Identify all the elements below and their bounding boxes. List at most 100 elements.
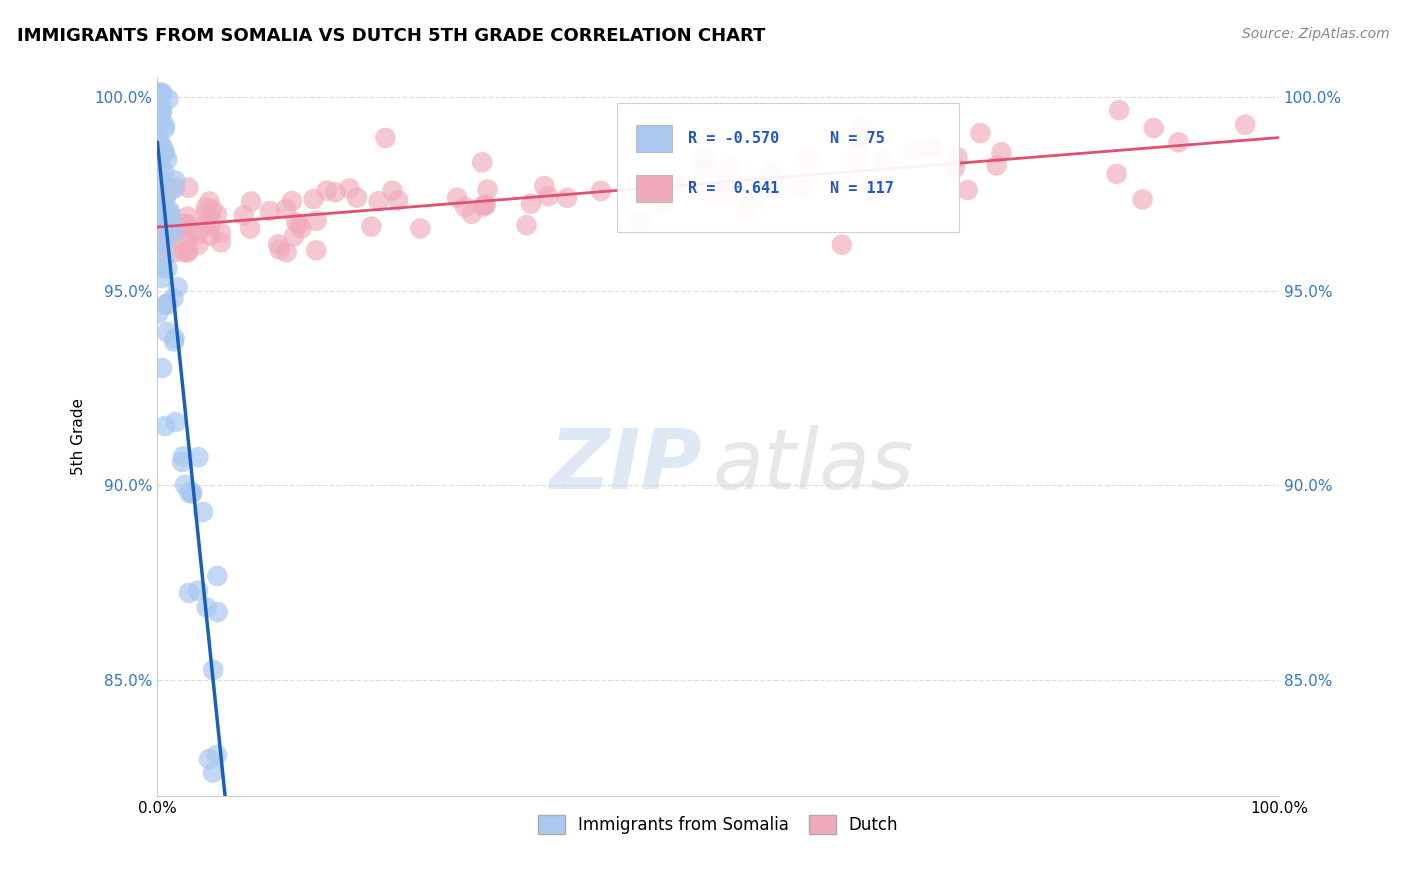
- Point: [149, 86, 172, 100]
- Point: [285, 215, 308, 229]
- Point: [472, 200, 495, 214]
- Point: [716, 174, 738, 188]
- Point: [148, 174, 170, 188]
- Point: [156, 219, 179, 233]
- Point: [194, 206, 217, 220]
- Point: [165, 174, 187, 188]
- Point: [157, 92, 180, 106]
- Point: [790, 180, 813, 194]
- Point: [156, 210, 179, 224]
- Point: [735, 203, 758, 218]
- Point: [267, 237, 290, 252]
- Point: [471, 155, 494, 169]
- Point: [150, 97, 173, 112]
- Point: [381, 184, 404, 198]
- Point: [198, 194, 221, 209]
- Point: [153, 250, 176, 264]
- Point: [152, 86, 174, 100]
- Point: [1167, 136, 1189, 150]
- Point: [187, 238, 209, 252]
- Point: [177, 230, 200, 244]
- Bar: [637, 175, 672, 202]
- Point: [664, 177, 686, 191]
- Point: [156, 325, 179, 339]
- Point: [148, 231, 170, 245]
- Point: [162, 291, 184, 305]
- Point: [1108, 103, 1130, 117]
- Point: [153, 203, 176, 218]
- Point: [153, 121, 176, 136]
- Point: [163, 331, 186, 345]
- Point: [986, 159, 1008, 173]
- Point: [176, 245, 198, 260]
- Point: [148, 206, 170, 220]
- Point: [446, 191, 468, 205]
- Point: [628, 214, 651, 228]
- Point: [831, 237, 853, 252]
- Point: [461, 207, 484, 221]
- Point: [177, 218, 200, 232]
- Point: [179, 486, 201, 500]
- Point: [205, 747, 228, 762]
- Point: [200, 219, 222, 234]
- Point: [339, 181, 361, 195]
- Point: [269, 243, 291, 257]
- Point: [763, 175, 786, 189]
- Legend: Immigrants from Somalia, Dutch: Immigrants from Somalia, Dutch: [538, 815, 898, 835]
- Point: [868, 181, 890, 195]
- Point: [149, 235, 172, 249]
- Point: [207, 569, 229, 583]
- Point: [152, 141, 174, 155]
- Point: [187, 227, 209, 242]
- Point: [903, 145, 925, 159]
- Point: [148, 86, 170, 100]
- Point: [148, 204, 170, 219]
- Point: [849, 132, 872, 146]
- Point: [152, 207, 174, 221]
- Point: [163, 180, 186, 194]
- Point: [183, 224, 205, 238]
- Point: [191, 505, 214, 519]
- Point: [845, 154, 868, 169]
- Point: [149, 160, 172, 174]
- Point: [943, 161, 966, 175]
- Point: [201, 765, 224, 780]
- Point: [155, 226, 177, 240]
- Point: [149, 236, 172, 251]
- Point: [555, 191, 578, 205]
- Point: [533, 179, 555, 194]
- Point: [148, 219, 170, 234]
- Point: [150, 361, 173, 376]
- Point: [176, 210, 198, 224]
- Point: [849, 121, 872, 136]
- Point: [200, 208, 222, 222]
- Point: [194, 217, 217, 231]
- Point: [156, 204, 179, 219]
- Point: [283, 229, 305, 244]
- Point: [409, 221, 432, 235]
- Point: [155, 298, 177, 312]
- Point: [239, 221, 262, 235]
- Point: [153, 146, 176, 161]
- Point: [537, 189, 560, 203]
- Point: [156, 152, 179, 166]
- Point: [160, 208, 183, 222]
- Point: [305, 213, 328, 227]
- Point: [374, 131, 396, 145]
- Point: [589, 184, 612, 198]
- Point: [1105, 167, 1128, 181]
- Point: [155, 192, 177, 206]
- Point: [156, 187, 179, 202]
- Point: [165, 415, 187, 429]
- Text: ZIP: ZIP: [548, 425, 702, 506]
- Point: [315, 184, 337, 198]
- Point: [160, 218, 183, 232]
- Point: [149, 86, 172, 100]
- Point: [150, 211, 173, 226]
- Text: IMMIGRANTS FROM SOMALIA VS DUTCH 5TH GRADE CORRELATION CHART: IMMIGRANTS FROM SOMALIA VS DUTCH 5TH GRA…: [17, 27, 765, 45]
- Point: [360, 219, 382, 234]
- Point: [759, 166, 782, 180]
- Point: [148, 218, 170, 232]
- Point: [177, 244, 200, 258]
- Point: [477, 183, 499, 197]
